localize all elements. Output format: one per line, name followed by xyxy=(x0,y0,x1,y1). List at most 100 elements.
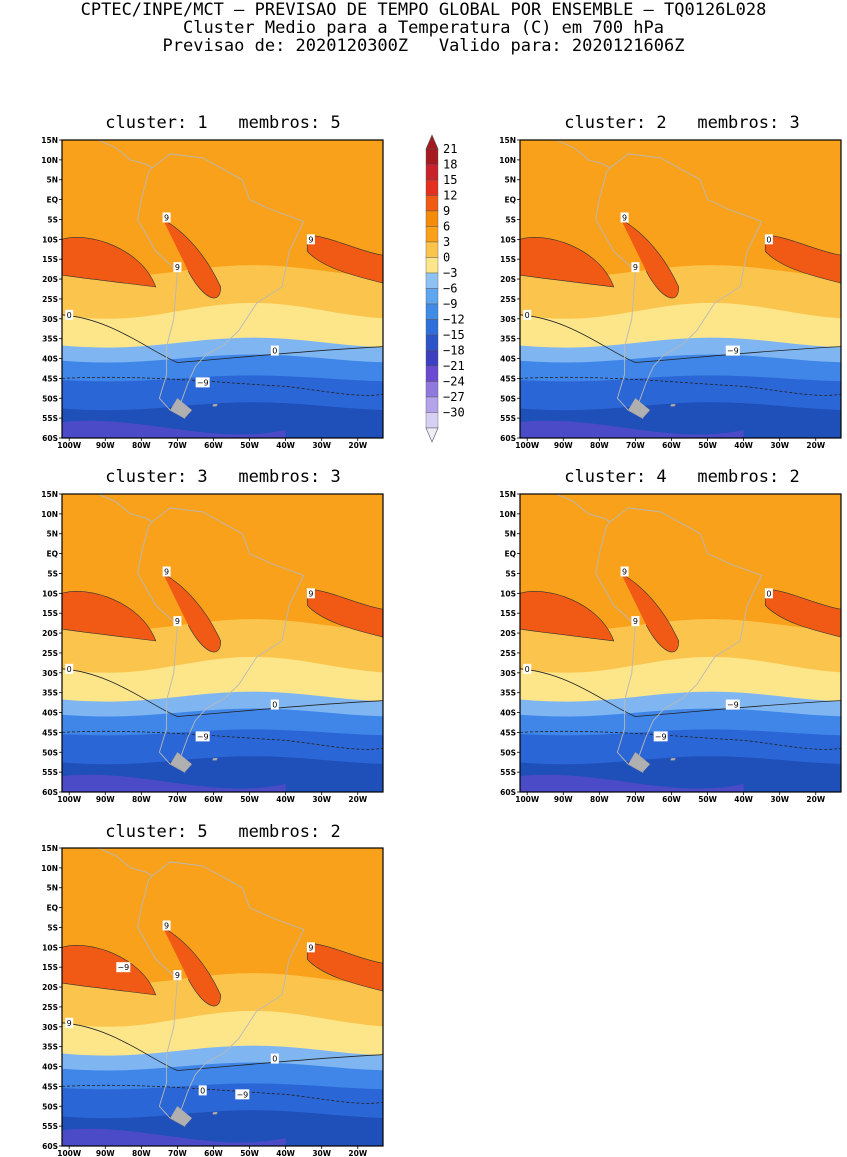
lon-label: 70W xyxy=(168,795,187,802)
colorbar-label: 12 xyxy=(443,189,457,203)
lon-label: 30W xyxy=(770,795,789,802)
colorbar-segment xyxy=(425,350,439,367)
contour-label: 9 xyxy=(622,213,627,222)
lon-label: 90W xyxy=(96,441,115,448)
lon-label: 60W xyxy=(204,441,223,448)
lat-label: 20S xyxy=(500,629,516,638)
lat-label: 10N xyxy=(499,156,516,165)
contour-label: 9 xyxy=(67,1019,72,1028)
lat-label: 20S xyxy=(42,629,58,638)
lat-label: 15N xyxy=(41,490,58,499)
lat-label: 5N xyxy=(505,176,517,185)
panel-title-1: cluster: 1 membros: 5 xyxy=(105,113,341,133)
colorbar-label: 6 xyxy=(443,220,450,234)
lat-label: 20S xyxy=(500,275,516,284)
contour-label: 9 xyxy=(175,263,180,272)
lon-label: 40W xyxy=(276,1149,295,1156)
lat-label: 25S xyxy=(42,295,58,304)
lat-label: 5S xyxy=(47,215,58,224)
contour-label: 0 xyxy=(766,589,771,598)
lat-label: 15S xyxy=(42,609,58,618)
lat-label: 45S xyxy=(500,374,516,383)
lat-label: 40S xyxy=(500,355,516,364)
lat-label: 5S xyxy=(505,215,516,224)
contour-label: 9 xyxy=(622,567,627,576)
lon-label: 90W xyxy=(96,795,115,802)
lon-label: 80W xyxy=(132,441,151,448)
map-panel-2: 9 9 0 0 −9 15N 10N 5N EQ 5S 10S 15S 20S 25S 30S 35S 40S 4… xyxy=(499,136,842,448)
lat-label: EQ xyxy=(505,196,517,205)
colorbar-label: 18 xyxy=(443,158,457,172)
colorbar-label: 0 xyxy=(443,251,450,265)
colorbar-label: −9 xyxy=(443,297,457,311)
contour-label: 0 xyxy=(272,701,277,710)
lon-label: 30W xyxy=(312,441,331,448)
lat-label: 35S xyxy=(500,335,516,344)
lon-label: 60W xyxy=(204,1149,223,1156)
lat-label: 30S xyxy=(42,669,58,678)
colorbar-label: −27 xyxy=(443,390,465,404)
lon-label: 20W xyxy=(348,441,367,448)
colorbar-segment xyxy=(425,412,439,429)
lat-label: 25S xyxy=(42,1003,58,1012)
header-line-3: Previsao de: 2020120300Z Valido para: 20… xyxy=(162,36,685,56)
lat-label: 5N xyxy=(47,530,59,539)
contour-label: 9 xyxy=(164,921,169,930)
lat-label: 5N xyxy=(47,884,59,893)
contour-label: −9 xyxy=(197,378,209,387)
contour-label: −9 xyxy=(197,732,209,741)
lon-label: 100W xyxy=(57,795,82,802)
lon-label: 80W xyxy=(132,795,151,802)
lon-label: 50W xyxy=(698,795,717,802)
lon-label: 50W xyxy=(240,441,259,448)
lat-label: 30S xyxy=(42,315,58,324)
lat-label: 20S xyxy=(42,983,58,992)
lon-label: 70W xyxy=(168,441,187,448)
lat-label: 60S xyxy=(42,434,58,443)
lat-label: 20S xyxy=(42,275,58,284)
contour-label: 0 xyxy=(525,311,530,320)
lon-label: 50W xyxy=(240,795,259,802)
lon-label: 20W xyxy=(348,1149,367,1156)
lat-label: 55S xyxy=(42,768,58,777)
lon-label: 100W xyxy=(515,795,540,802)
contour-label: 9 xyxy=(308,943,313,952)
lat-label: 55S xyxy=(500,414,516,423)
panel-title-2: cluster: 2 membros: 3 xyxy=(564,113,800,133)
lat-label: 45S xyxy=(42,374,58,383)
colorbar-segment xyxy=(425,226,439,243)
colorbar-segment xyxy=(425,381,439,398)
panel-title-3: cluster: 3 membros: 3 xyxy=(105,467,341,487)
colorbar-segment xyxy=(425,288,439,305)
colorbar-segment xyxy=(425,365,439,382)
colorbar-label: −30 xyxy=(443,406,465,420)
lon-label: 30W xyxy=(770,441,789,448)
lon-label: 80W xyxy=(132,1149,151,1156)
lat-label: 15S xyxy=(500,609,516,618)
lon-label: 20W xyxy=(806,795,825,802)
contour-label: 0 xyxy=(67,311,72,320)
colorbar-label: 9 xyxy=(443,204,450,218)
colorbar-label: 21 xyxy=(443,142,457,156)
lat-label: 45S xyxy=(42,728,58,737)
header-line-2: Cluster Medio para a Temperatura (C) em … xyxy=(182,18,665,38)
lat-label: 60S xyxy=(500,434,516,443)
colorbar-segment xyxy=(425,241,439,258)
lon-label: 40W xyxy=(734,795,753,802)
lat-label: 45S xyxy=(42,1082,58,1091)
colorbar-label: −18 xyxy=(443,344,465,358)
lon-label: 80W xyxy=(590,441,609,448)
lat-label: 10N xyxy=(41,156,58,165)
contour-label: −9 xyxy=(655,732,667,741)
contour-label: 0 xyxy=(272,347,277,356)
lat-label: 5S xyxy=(47,923,58,932)
lon-label: 50W xyxy=(240,1149,259,1156)
contour-label: 0 xyxy=(200,1086,205,1095)
lat-label: 40S xyxy=(42,709,58,718)
lon-label: 20W xyxy=(806,441,825,448)
lat-label: 25S xyxy=(42,649,58,658)
contour-label: −9 xyxy=(236,1090,248,1099)
colorbar-label: −15 xyxy=(443,328,465,342)
lat-label: 5S xyxy=(505,569,516,578)
